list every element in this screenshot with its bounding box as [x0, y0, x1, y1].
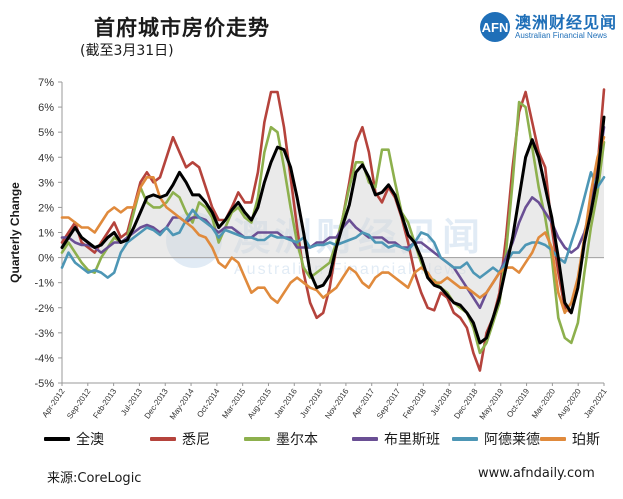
x-tick-label: Jul-2013: [119, 387, 144, 418]
legend-swatch: [540, 437, 566, 441]
afn-logo-name-en: Australian Financial News: [515, 30, 608, 40]
y-tick-label: -5%: [34, 378, 54, 390]
x-tick-label: Aug-2015: [246, 387, 274, 421]
y-tick-label: -2%: [34, 303, 54, 315]
x-tick-label: Jun-2016: [298, 387, 325, 420]
y-tick-label: 7%: [38, 77, 54, 89]
series-line-2: [60, 100, 606, 355]
x-tick-label: Sep-2017: [375, 387, 403, 421]
legend-item: 布里斯班: [352, 429, 440, 449]
afn-logo-badge: AFN: [480, 12, 510, 42]
afn-logo-name-cn: 澳洲财经见闻: [515, 12, 618, 32]
chart-legend: 全澳 悉尼 墨尔本 布里斯班 阿德莱德 珀斯: [44, 429, 623, 449]
y-axis-label: Quarterly Change: [8, 182, 22, 283]
legend-swatch: [244, 437, 270, 441]
series-line-0: [60, 115, 606, 345]
x-tick-label: Jul-2018: [429, 387, 454, 418]
legend-swatch: [452, 437, 478, 441]
series-line-4: [60, 171, 606, 279]
legend-item: 全澳: [44, 429, 104, 449]
y-tick-label: 6%: [38, 102, 54, 114]
afn-logo: AFN 澳洲财经见闻 Australian Financial News: [480, 12, 617, 42]
y-tick-label: 2%: [38, 202, 54, 214]
x-tick-label: Apr-2012: [40, 387, 67, 420]
x-tick-label: Mar-2020: [530, 387, 557, 421]
legend-label: 阿德莱德: [484, 432, 540, 448]
chart-title: 首府城市房价走势: [94, 16, 270, 40]
legend-swatch: [352, 437, 378, 441]
x-tick-label: Sep-2012: [65, 387, 93, 421]
afn-logo-text: 澳洲财经见闻 Australian Financial News: [515, 14, 617, 41]
x-tick-label: Mar-2015: [220, 387, 247, 421]
legend-label: 全澳: [76, 432, 104, 448]
y-tick-label: -4%: [34, 353, 54, 365]
x-tick-label: Feb-2018: [401, 387, 428, 421]
legend-item: 阿德莱德: [452, 429, 540, 449]
legend-swatch: [150, 437, 176, 441]
national-shaded-area: [62, 117, 604, 343]
y-tick-label: 0%: [38, 253, 54, 265]
y-tick-label: -3%: [34, 328, 54, 340]
y-tick-label: 4%: [38, 152, 54, 164]
y-tick-label: 1%: [38, 228, 54, 240]
legend-item: 悉尼: [150, 429, 210, 449]
x-tick-label: May-2014: [168, 387, 196, 422]
x-tick-label: Jan-2016: [272, 387, 299, 420]
x-tick-label: Apr-2017: [350, 387, 377, 420]
legend-label: 墨尔本: [276, 432, 318, 448]
legend-label: 悉尼: [182, 432, 210, 448]
legend-swatch: [44, 437, 70, 441]
series-line-5: [60, 135, 606, 315]
y-tick-label: -1%: [34, 278, 54, 290]
x-tick-label: Dec-2018: [452, 387, 480, 421]
source-note: 来源:CoreLogic: [47, 471, 142, 486]
y-tick-label: 5%: [38, 127, 54, 139]
x-tick-label: Feb-2013: [91, 387, 118, 421]
legend-label: 珀斯: [572, 432, 600, 448]
x-tick-label: Nov-2016: [323, 387, 351, 421]
x-tick-label: Jan-2021: [582, 387, 609, 420]
x-tick-label: Dec-2013: [143, 387, 171, 421]
legend-item: 墨尔本: [244, 429, 318, 449]
website-url: www.afndaily.com: [478, 466, 595, 481]
legend-item: 珀斯: [540, 429, 600, 449]
chart-subtitle: (截至3月31日): [80, 43, 174, 59]
x-tick-label: Oct-2019: [505, 387, 532, 420]
y-tick-label: 3%: [38, 177, 54, 189]
x-tick-label: May-2019: [478, 387, 506, 422]
x-tick-label: Aug-2020: [556, 387, 584, 421]
x-tick-label: Oct-2014: [195, 387, 222, 420]
legend-label: 布里斯班: [384, 432, 440, 448]
